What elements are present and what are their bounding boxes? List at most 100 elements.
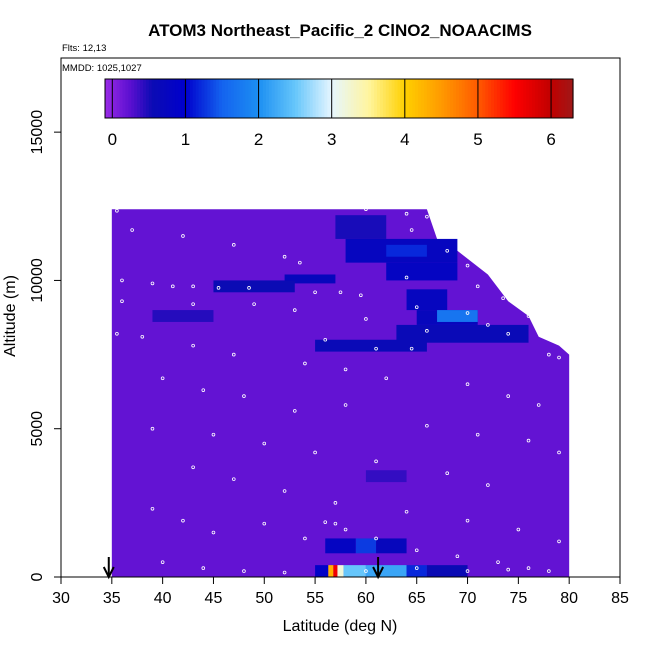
heatmap-cell — [335, 215, 387, 239]
track-point — [359, 293, 363, 298]
track-point — [298, 260, 302, 265]
colorbar-segment — [262, 79, 267, 118]
y-tick-label: 15000 — [29, 110, 46, 155]
colorbar-segment — [394, 79, 399, 118]
heatmap-base-region — [111, 209, 570, 577]
colorbar-segment — [377, 79, 381, 118]
track-point — [409, 228, 414, 232]
heatmap-cell — [396, 324, 529, 343]
track-point — [414, 305, 419, 309]
colorbar-segment — [347, 79, 352, 118]
colorbar-segment — [336, 79, 340, 118]
colorbar-segment — [298, 79, 302, 118]
colorbar-segment — [143, 79, 147, 118]
colorbar-segment — [438, 79, 442, 118]
colorbar-segment — [157, 79, 162, 118]
colorbar-segment — [178, 79, 182, 118]
track-point — [282, 570, 287, 575]
track-point — [333, 521, 338, 526]
track-point — [333, 501, 338, 505]
track-point — [292, 308, 297, 312]
heatmap-cell — [333, 565, 338, 577]
colorbar-segment — [204, 79, 208, 118]
colorbar-segment — [119, 79, 124, 118]
colorbar-segment — [292, 79, 296, 118]
track-point — [501, 296, 505, 301]
colorbar-segment — [391, 79, 396, 118]
track-point — [414, 566, 419, 570]
track-point — [150, 281, 155, 286]
track-point — [191, 302, 195, 306]
colorbar-segment — [491, 79, 495, 118]
colorbar-segment — [523, 79, 527, 118]
track-point — [282, 489, 287, 493]
track-point — [343, 367, 348, 372]
colorbar-tick-label: 6 — [546, 130, 555, 149]
y-axis-label: Altitude (m) — [2, 275, 19, 357]
track-point — [130, 228, 134, 232]
colorbar-segment — [321, 79, 325, 118]
track-point — [455, 554, 460, 559]
colorbar-segment — [113, 79, 118, 118]
x-tick-label: 70 — [459, 590, 477, 607]
y-tick-label: 0 — [29, 572, 46, 581]
colorbar-segment — [514, 79, 519, 118]
colorbar-segment — [567, 79, 571, 118]
colorbar-segment — [324, 79, 328, 118]
track-point — [404, 211, 409, 216]
colorbar-segment — [295, 79, 299, 118]
colorbar-segment — [502, 79, 507, 118]
colorbar-segment — [362, 79, 366, 118]
colorbar-segment — [458, 79, 463, 118]
colorbar-segment — [423, 79, 428, 118]
track-point — [262, 521, 267, 526]
colorbar-segment — [216, 79, 220, 118]
track-point — [486, 269, 490, 274]
track-point — [547, 352, 551, 357]
x-tick-label: 65 — [408, 590, 426, 607]
heatmap-cell — [386, 244, 427, 257]
track-point — [557, 450, 561, 455]
colorbar-segment — [198, 79, 203, 118]
colorbar-segment — [233, 79, 238, 118]
colorbar-segment — [189, 79, 194, 118]
colorbar-segment — [388, 79, 393, 118]
colorbar-segment — [145, 79, 150, 118]
track-point — [115, 332, 119, 336]
chart-title: ATOM3 Northeast_Pacific_2 ClNO2_NOAACIMS — [148, 21, 532, 40]
x-tick-label: 75 — [509, 590, 527, 607]
track-point — [414, 548, 419, 553]
colorbar-segment — [532, 79, 536, 118]
colorbar-segment — [546, 79, 551, 118]
track-point — [475, 432, 480, 437]
colorbar-segment — [511, 79, 516, 118]
colorbar-segment — [333, 79, 337, 118]
colorbar-tick-label: 0 — [108, 130, 117, 149]
colorbar-segment — [154, 79, 159, 118]
colorbar-segment — [365, 79, 369, 118]
colorbar-tick-label: 1 — [181, 130, 190, 149]
colorbar-tick-label: 3 — [327, 130, 336, 149]
colorbar-segment — [181, 79, 185, 118]
colorbar-segment — [359, 79, 363, 118]
heatmap-cell — [365, 565, 407, 577]
track-point — [445, 471, 450, 476]
colorbar-segment — [444, 79, 448, 118]
heatmap-cell — [365, 470, 407, 483]
colorbar-segment — [192, 79, 197, 118]
colorbar-segment — [464, 79, 469, 118]
track-point — [252, 302, 256, 306]
colorbar-segment — [160, 79, 165, 118]
track-point — [343, 403, 348, 407]
track-point — [150, 506, 155, 511]
y-tick-label: 10000 — [29, 258, 46, 303]
x-tick-label: 60 — [357, 590, 375, 607]
colorbar-segment — [245, 79, 249, 118]
colorbar-segment — [274, 79, 279, 118]
heatmap-cell — [337, 565, 344, 577]
track-point — [181, 518, 185, 523]
colorbar-segment — [564, 79, 568, 118]
colorbar-segment — [166, 79, 170, 118]
colorbar-segment — [318, 79, 323, 118]
heatmap-cell — [213, 280, 295, 293]
